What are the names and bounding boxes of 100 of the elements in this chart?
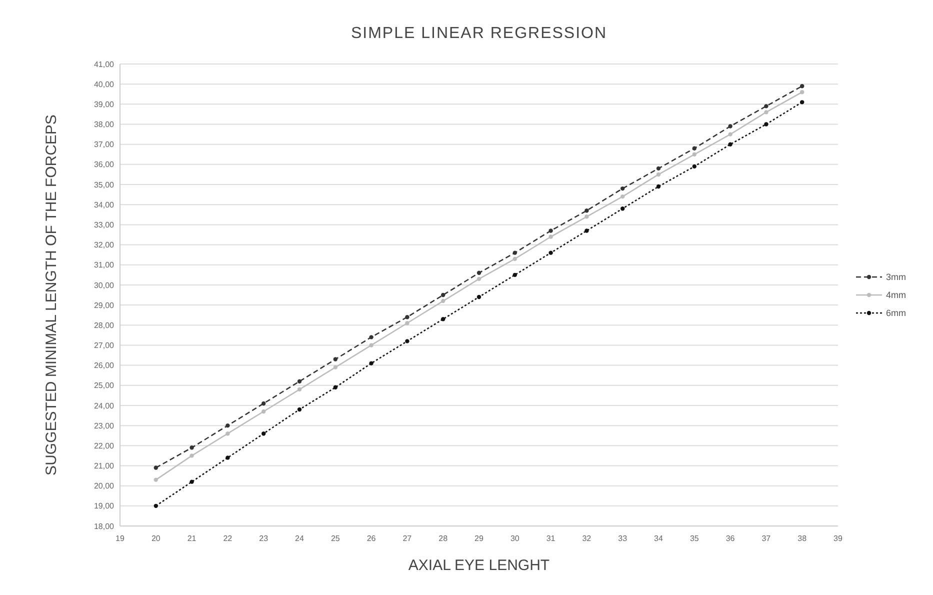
x-axis-title: AXIAL EYE LENGHT [408, 557, 550, 574]
point [226, 432, 230, 436]
y-tick-label: 25,00 [94, 381, 115, 390]
x-tick-label: 27 [402, 534, 412, 543]
point [548, 234, 553, 239]
x-tick-label: 30 [510, 534, 520, 543]
legend-label: 4mm [886, 290, 906, 300]
point [441, 317, 446, 322]
point [728, 132, 732, 136]
point [656, 172, 661, 177]
y-tick-label: 37,00 [94, 140, 115, 150]
point [262, 401, 266, 406]
y-tick-label: 24,00 [94, 401, 115, 410]
point [262, 409, 266, 414]
y-tick-label: 32,00 [94, 240, 115, 250]
point [692, 164, 696, 169]
x-tick-label: 28 [438, 534, 448, 543]
y-tick-label: 40,00 [94, 80, 115, 89]
y-tick-label: 36,00 [94, 160, 115, 170]
point [692, 152, 696, 156]
x-tick-label: 24 [295, 534, 304, 543]
point [584, 214, 589, 219]
point [190, 454, 194, 458]
point [584, 228, 589, 233]
point [512, 250, 517, 255]
legend-label: 3mm [886, 272, 906, 282]
y-tick-label: 31,00 [94, 260, 115, 270]
x-tick-label: 36 [726, 534, 736, 543]
y-tick-label: 21,00 [94, 462, 115, 471]
point [190, 446, 194, 450]
x-tick-label: 25 [330, 534, 340, 543]
x-tick-label: 21 [187, 534, 197, 543]
x-tick-label: 26 [366, 534, 376, 543]
point [692, 146, 696, 150]
point [476, 270, 482, 276]
point [154, 466, 158, 470]
y-tick-label: 18,00 [94, 522, 115, 531]
point [512, 256, 517, 261]
x-tick-label: 37 [762, 534, 772, 543]
x-tick-label: 29 [474, 534, 484, 543]
point [764, 104, 768, 108]
point [297, 379, 302, 384]
point [369, 335, 374, 340]
point [297, 387, 302, 392]
point [405, 339, 410, 344]
chart-title: SIMPLE LINEAR REGRESSION [350, 25, 608, 42]
point [476, 276, 482, 282]
y-tick-label: 29,00 [94, 300, 115, 310]
point [154, 504, 158, 508]
point [476, 294, 482, 300]
point [620, 186, 625, 191]
x-tick-label: 35 [690, 534, 700, 543]
point [297, 407, 302, 412]
y-tick-label: 38,00 [94, 120, 115, 130]
point [262, 432, 266, 436]
point [333, 357, 338, 362]
point [226, 456, 230, 460]
y-tick-label: 39,00 [94, 100, 115, 109]
x-tick-label: 23 [259, 534, 269, 543]
point [405, 321, 410, 326]
point [548, 228, 553, 233]
x-tick-label: 22 [223, 534, 233, 543]
y-tick-label: 26,00 [94, 361, 115, 370]
point [190, 480, 194, 484]
x-tick-label: 34 [654, 534, 664, 543]
point [369, 343, 374, 348]
x-tick-label: 38 [798, 534, 808, 543]
y-tick-label: 23,00 [94, 421, 115, 430]
y-tick-label: 30,00 [94, 280, 115, 290]
point [548, 250, 553, 255]
x-tick-label: 39 [834, 534, 843, 543]
point [620, 194, 625, 199]
y-axis-title: SUGGESTED MINIMAL LENGTH OF THE FORCEPS [43, 114, 60, 476]
point [226, 423, 230, 428]
x-tick-label: 33 [618, 534, 628, 543]
point [620, 206, 625, 211]
point [764, 122, 768, 126]
point [512, 272, 517, 278]
point [441, 298, 446, 304]
point [728, 142, 732, 146]
point [154, 478, 158, 482]
x-tick-label: 19 [116, 534, 125, 543]
y-tick-label: 22,00 [94, 441, 115, 450]
point [800, 90, 804, 94]
point [405, 314, 410, 320]
x-tick-label: 20 [151, 534, 161, 543]
point [584, 208, 589, 213]
y-tick-label: 20,00 [94, 482, 115, 491]
point [369, 361, 374, 366]
y-tick-label: 35,00 [94, 180, 115, 190]
y-tick-label: 28,00 [94, 320, 115, 330]
x-tick-label: 31 [546, 534, 556, 543]
point [333, 365, 338, 370]
point [656, 184, 661, 189]
y-tick-label: 27,00 [94, 341, 115, 350]
y-tick-label: 34,00 [94, 200, 115, 210]
y-tick-label: 41,00 [94, 60, 115, 69]
point [800, 100, 804, 104]
legend-label: 6mm [886, 308, 906, 318]
point [656, 166, 661, 171]
